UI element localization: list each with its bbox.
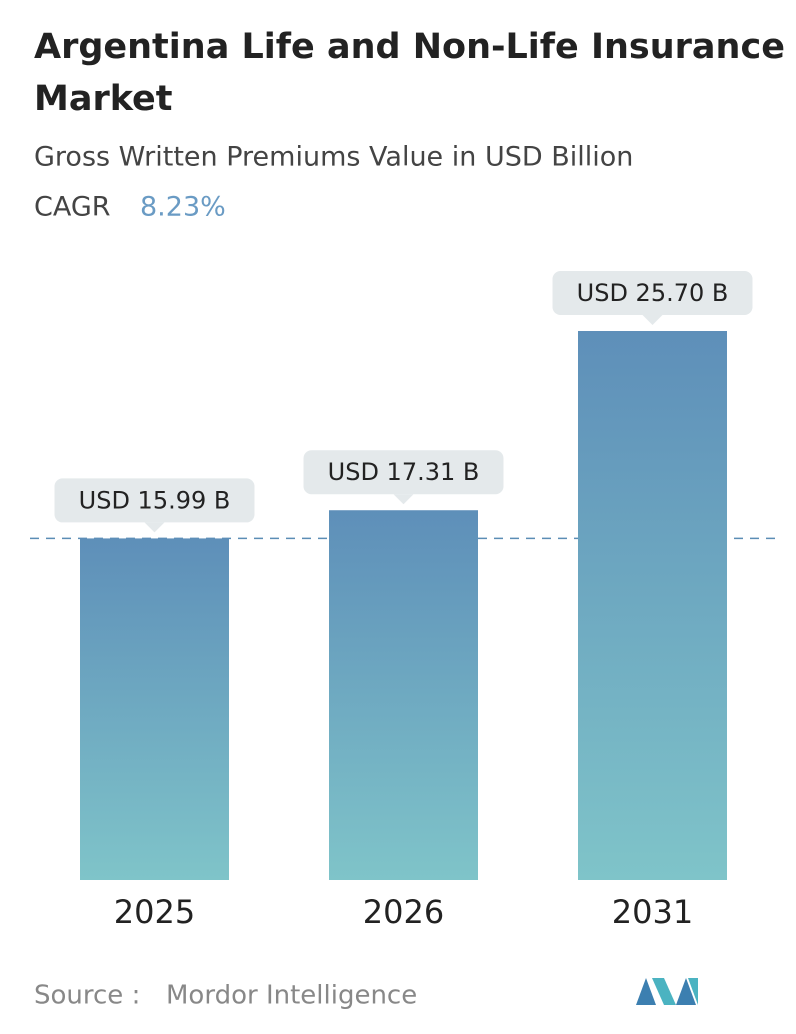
cagr-value: 8.23% [140,192,226,223]
label-box [54,478,255,523]
label-pointer [642,315,663,325]
label-pointer [144,522,165,533]
cagr-label: CAGR [34,192,111,223]
x-tick-label: 2026 [363,893,444,931]
chart-title: Market [34,79,173,119]
chart-title: Argentina Life and Non-Life Insurance [34,27,785,67]
x-tick-label: 2025 [114,893,195,931]
bar [329,510,478,880]
source: Mordor Intelligence [166,981,417,1011]
label-pointer [393,494,414,505]
chart-subtitle: Gross Written Premiums Value in USD Bill… [34,142,633,173]
value-label: USD 17.31 B [328,458,480,486]
logo [636,978,698,1005]
value-label: USD 15.99 B [79,486,231,514]
label-box [303,450,504,495]
bar [80,538,229,880]
x-tick-label: 2031 [612,893,693,931]
source-label: Source : [34,981,140,1011]
label-box [552,271,753,315]
value-label: USD 25.70 B [577,279,729,307]
bar [578,331,727,880]
